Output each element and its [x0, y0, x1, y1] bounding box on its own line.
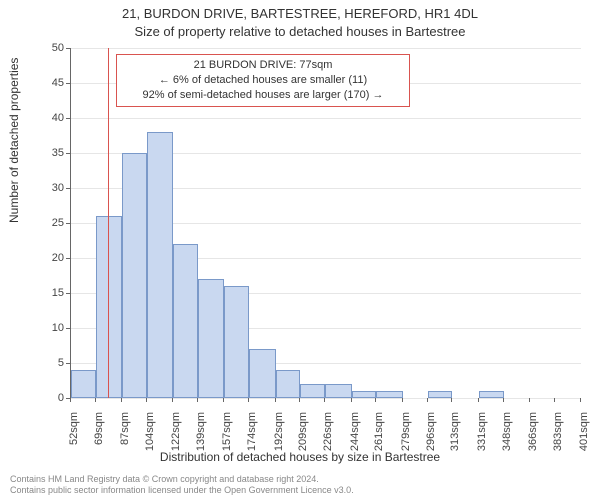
annotation-line-1: 21 BURDON DRIVE: 77sqm: [123, 58, 403, 73]
ytick-label: 0: [34, 392, 64, 404]
histogram-bar: [276, 370, 301, 398]
histogram-bar: [300, 384, 325, 398]
histogram-bar: [352, 391, 377, 398]
histogram-bar: [173, 244, 198, 398]
xtick-mark: [503, 398, 504, 402]
ytick-label: 20: [34, 252, 64, 264]
histogram-bar: [224, 286, 249, 398]
histogram-bar: [376, 391, 402, 398]
ytick-mark: [66, 258, 70, 259]
xtick-mark: [223, 398, 224, 402]
y-axis-label: Number of detached properties: [7, 58, 21, 223]
reference-line: [108, 48, 109, 398]
histogram-bar: [147, 132, 173, 398]
xtick-mark: [427, 398, 428, 402]
xtick-mark: [375, 398, 376, 402]
gridline-h: [71, 118, 581, 119]
ytick-label: 30: [34, 182, 64, 194]
xtick-mark: [402, 398, 403, 402]
ytick-mark: [66, 83, 70, 84]
histogram-bar: [71, 370, 96, 398]
xtick-mark: [529, 398, 530, 402]
gridline-h: [71, 48, 581, 49]
xtick-mark: [451, 398, 452, 402]
histogram-bar: [96, 216, 122, 398]
annotation-line-3: 92% of semi-detached houses are larger (…: [123, 88, 403, 103]
xtick-mark: [324, 398, 325, 402]
ytick-mark: [66, 293, 70, 294]
ytick-label: 10: [34, 322, 64, 334]
xtick-mark: [121, 398, 122, 402]
xtick-mark: [70, 398, 71, 402]
ytick-label: 5: [34, 357, 64, 369]
xtick-mark: [197, 398, 198, 402]
ytick-mark: [66, 223, 70, 224]
histogram-bar: [249, 349, 275, 398]
chart-container: 21, BURDON DRIVE, BARTESTREE, HEREFORD, …: [0, 0, 600, 500]
ytick-label: 35: [34, 147, 64, 159]
xtick-mark: [299, 398, 300, 402]
ytick-label: 40: [34, 112, 64, 124]
ytick-label: 15: [34, 287, 64, 299]
footer-line-2: Contains public sector information licen…: [10, 485, 354, 496]
footer-line-1: Contains HM Land Registry data © Crown c…: [10, 474, 354, 485]
xtick-mark: [351, 398, 352, 402]
annotation-box: 21 BURDON DRIVE: 77sqm ← 6% of detached …: [116, 54, 410, 107]
xtick-mark: [172, 398, 173, 402]
histogram-bar: [479, 391, 504, 398]
ytick-label: 50: [34, 42, 64, 54]
histogram-bar: [122, 153, 147, 398]
chart-title-line-1: 21, BURDON DRIVE, BARTESTREE, HEREFORD, …: [0, 6, 600, 21]
xtick-mark: [580, 398, 581, 402]
footer-attribution: Contains HM Land Registry data © Crown c…: [10, 474, 354, 497]
chart-title-line-2: Size of property relative to detached ho…: [0, 24, 600, 39]
xtick-mark: [146, 398, 147, 402]
ytick-mark: [66, 48, 70, 49]
ytick-mark: [66, 188, 70, 189]
xtick-mark: [275, 398, 276, 402]
ytick-mark: [66, 153, 70, 154]
histogram-bar: [428, 391, 453, 398]
xtick-mark: [248, 398, 249, 402]
ytick-mark: [66, 363, 70, 364]
ytick-mark: [66, 328, 70, 329]
xtick-mark: [478, 398, 479, 402]
ytick-mark: [66, 118, 70, 119]
histogram-bar: [325, 384, 351, 398]
ytick-label: 25: [34, 217, 64, 229]
ytick-label: 45: [34, 77, 64, 89]
xtick-mark: [95, 398, 96, 402]
histogram-bar: [198, 279, 224, 398]
gridline-h: [71, 398, 581, 399]
annotation-line-2: ← 6% of detached houses are smaller (11): [123, 73, 403, 88]
x-axis-label: Distribution of detached houses by size …: [0, 450, 600, 464]
xtick-mark: [554, 398, 555, 402]
